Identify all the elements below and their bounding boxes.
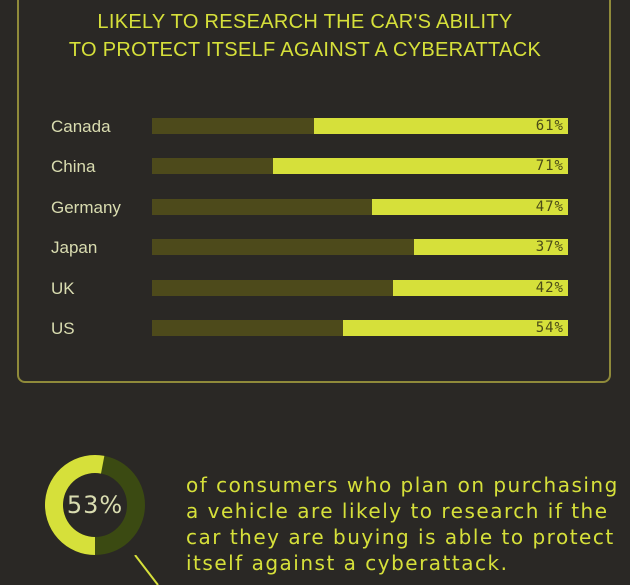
summary-description: of consumers who plan on purchasing a ve… <box>186 472 626 576</box>
summary-line-4: itself against a cyberattack. <box>186 551 509 575</box>
bar-japan <box>414 239 568 256</box>
bar-label-japan: Japan <box>51 238 98 258</box>
pointer-line <box>134 555 159 585</box>
bar-china <box>272 158 568 175</box>
bar-label-germany: Germany <box>51 197 121 217</box>
bar-uk <box>393 279 568 296</box>
donut-fill <box>45 455 105 555</box>
bar-canada <box>314 118 568 134</box>
bar-germany <box>372 198 568 215</box>
bar-label-canada: Canada <box>51 117 111 136</box>
bar-us <box>343 320 568 336</box>
summary-donut: 53% <box>42 452 148 558</box>
bar-value-label-us: 54% <box>535 320 564 336</box>
bar-label-uk: UK <box>51 278 75 298</box>
summary-line-1: of consumers who plan on purchasing <box>186 473 619 497</box>
chart-panel <box>17 0 611 383</box>
bar-label-us: US <box>51 319 75 338</box>
chart-title: LIKELY TO RESEARCH THE CAR'S ABILITY TO … <box>0 8 610 64</box>
chart-title-line-1: LIKELY TO RESEARCH THE CAR'S ABILITY <box>97 11 513 33</box>
summary-line-2: a vehicle are likely to research if the <box>186 499 609 523</box>
bar-value-label-china: 71% <box>535 158 564 175</box>
bar-value-label-canada: 61% <box>535 118 564 134</box>
summary-line-3: car they are buying is able to protect <box>186 525 615 549</box>
chart-title-line-2: TO PROTECT ITSELF AGAINST A CYBERATTACK <box>68 39 542 61</box>
bar-value-label-germany: 47% <box>535 198 564 215</box>
donut-chart <box>45 455 145 555</box>
bar-value-label-uk: 42% <box>535 279 564 296</box>
bar-label-china: China <box>51 157 96 177</box>
donut-percent-label: 53% <box>66 491 124 519</box>
bar-value-label-japan: 37% <box>535 239 564 256</box>
